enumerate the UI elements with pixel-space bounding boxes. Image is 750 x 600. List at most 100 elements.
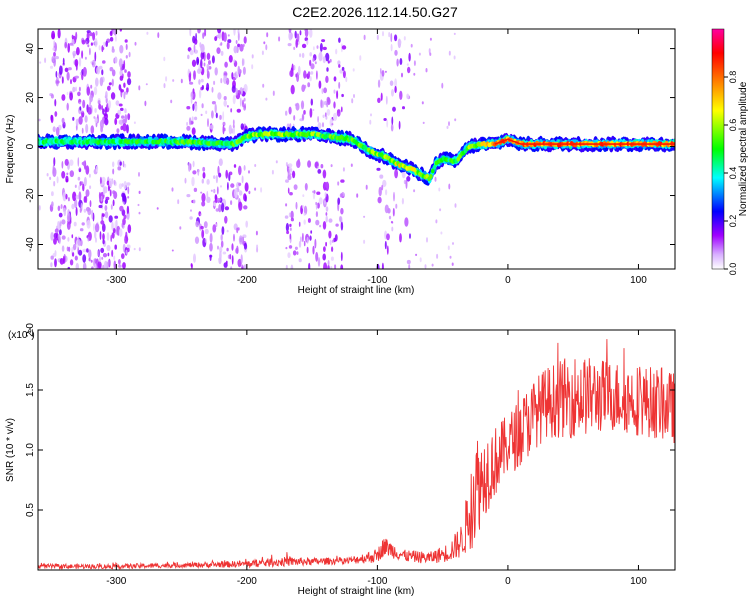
noise-speck <box>325 215 328 223</box>
noise-speck <box>114 117 118 126</box>
noise-speck <box>428 48 431 54</box>
noise-speck <box>75 207 78 216</box>
noise-speck <box>211 86 214 93</box>
noise-speck <box>111 69 116 77</box>
noise-speck <box>121 115 125 119</box>
noise-speck <box>326 108 331 116</box>
noise-speck <box>105 40 108 48</box>
noise-speck <box>329 239 332 246</box>
noise-speck <box>89 95 92 105</box>
noise-speck <box>91 209 94 220</box>
noise-speck <box>342 167 345 172</box>
noise-speck <box>89 47 91 56</box>
spectrogram-y-ticks: -40 -20 0 20 40 <box>25 43 675 252</box>
noise-speck <box>46 173 49 177</box>
noise-speck <box>341 106 343 113</box>
noise-speck <box>189 216 193 220</box>
noise-speck <box>102 239 105 245</box>
noise-speck <box>121 183 124 187</box>
noise-speck <box>110 31 113 35</box>
noise-speck <box>391 89 394 97</box>
noise-speck <box>123 214 127 220</box>
noise-speck <box>105 91 108 99</box>
noise-speck <box>243 97 246 102</box>
noise-speck <box>301 204 304 209</box>
noise-speck <box>189 49 194 56</box>
noise-speck <box>119 69 123 77</box>
noise-speck <box>124 114 128 124</box>
noise-speck <box>91 266 94 269</box>
noise-speck <box>285 222 289 232</box>
noise-speck <box>197 168 200 176</box>
noise-speck <box>243 205 248 210</box>
noise-speck <box>438 187 441 192</box>
noise-speck <box>111 221 114 231</box>
noise-speck <box>378 186 382 197</box>
noise-speck <box>90 259 93 263</box>
noise-speck <box>350 163 353 167</box>
noise-speck <box>285 264 288 269</box>
noise-speck <box>70 79 72 85</box>
noise-speck <box>217 245 219 250</box>
noise-speck <box>237 29 240 34</box>
noise-speck <box>101 256 104 260</box>
noise-speck <box>110 92 116 100</box>
noise-speck <box>125 55 128 59</box>
noise-speck <box>335 48 338 55</box>
noise-speck <box>126 244 131 249</box>
noise-speck <box>98 204 103 209</box>
noise-speck <box>231 72 234 80</box>
noise-speck <box>138 85 141 91</box>
noise-speck <box>435 219 438 224</box>
noise-speck <box>209 233 213 243</box>
noise-speck <box>114 221 117 230</box>
noise-speck <box>53 181 56 187</box>
noise-speck <box>390 32 393 43</box>
noise-speck <box>209 254 213 258</box>
noise-speck <box>340 251 343 262</box>
noise-speck <box>72 252 75 257</box>
noise-speck <box>298 258 302 263</box>
noise-speck <box>296 251 299 256</box>
noise-speck <box>237 31 240 41</box>
noise-speck <box>102 223 106 233</box>
noise-speck <box>121 222 124 228</box>
noise-speck <box>312 245 315 255</box>
noise-speck <box>390 220 393 224</box>
noise-speck <box>289 173 292 176</box>
noise-speck <box>138 247 141 252</box>
noise-speck <box>95 30 98 36</box>
noise-speck <box>244 182 249 192</box>
noise-speck <box>74 75 80 79</box>
noise-speck <box>384 240 387 250</box>
noise-speck <box>112 190 116 195</box>
noise-speck <box>77 91 81 97</box>
noise-speck <box>337 197 341 205</box>
noise-speck <box>197 68 202 74</box>
noise-speck <box>206 190 209 199</box>
noise-speck <box>193 70 196 80</box>
noise-speck <box>396 58 399 67</box>
noise-speck <box>188 72 192 83</box>
noise-speck <box>52 126 56 133</box>
noise-speck <box>215 112 218 119</box>
noise-speck <box>363 239 366 244</box>
noise-speck <box>75 118 79 127</box>
noise-speck <box>85 41 88 45</box>
noise-speck <box>93 223 95 232</box>
noise-speck <box>172 79 175 82</box>
noise-speck <box>340 207 344 215</box>
noise-speck <box>327 60 330 64</box>
noise-speck <box>79 207 82 213</box>
noise-speck <box>190 209 192 212</box>
noise-speck <box>394 85 397 94</box>
noise-speck <box>431 263 434 267</box>
noise-speck <box>385 95 388 105</box>
noise-speck <box>124 108 127 114</box>
noise-speck <box>302 194 305 198</box>
noise-speck <box>322 253 327 261</box>
noise-speck <box>186 106 191 110</box>
noise-speck <box>216 198 221 202</box>
noise-speck <box>321 88 324 94</box>
